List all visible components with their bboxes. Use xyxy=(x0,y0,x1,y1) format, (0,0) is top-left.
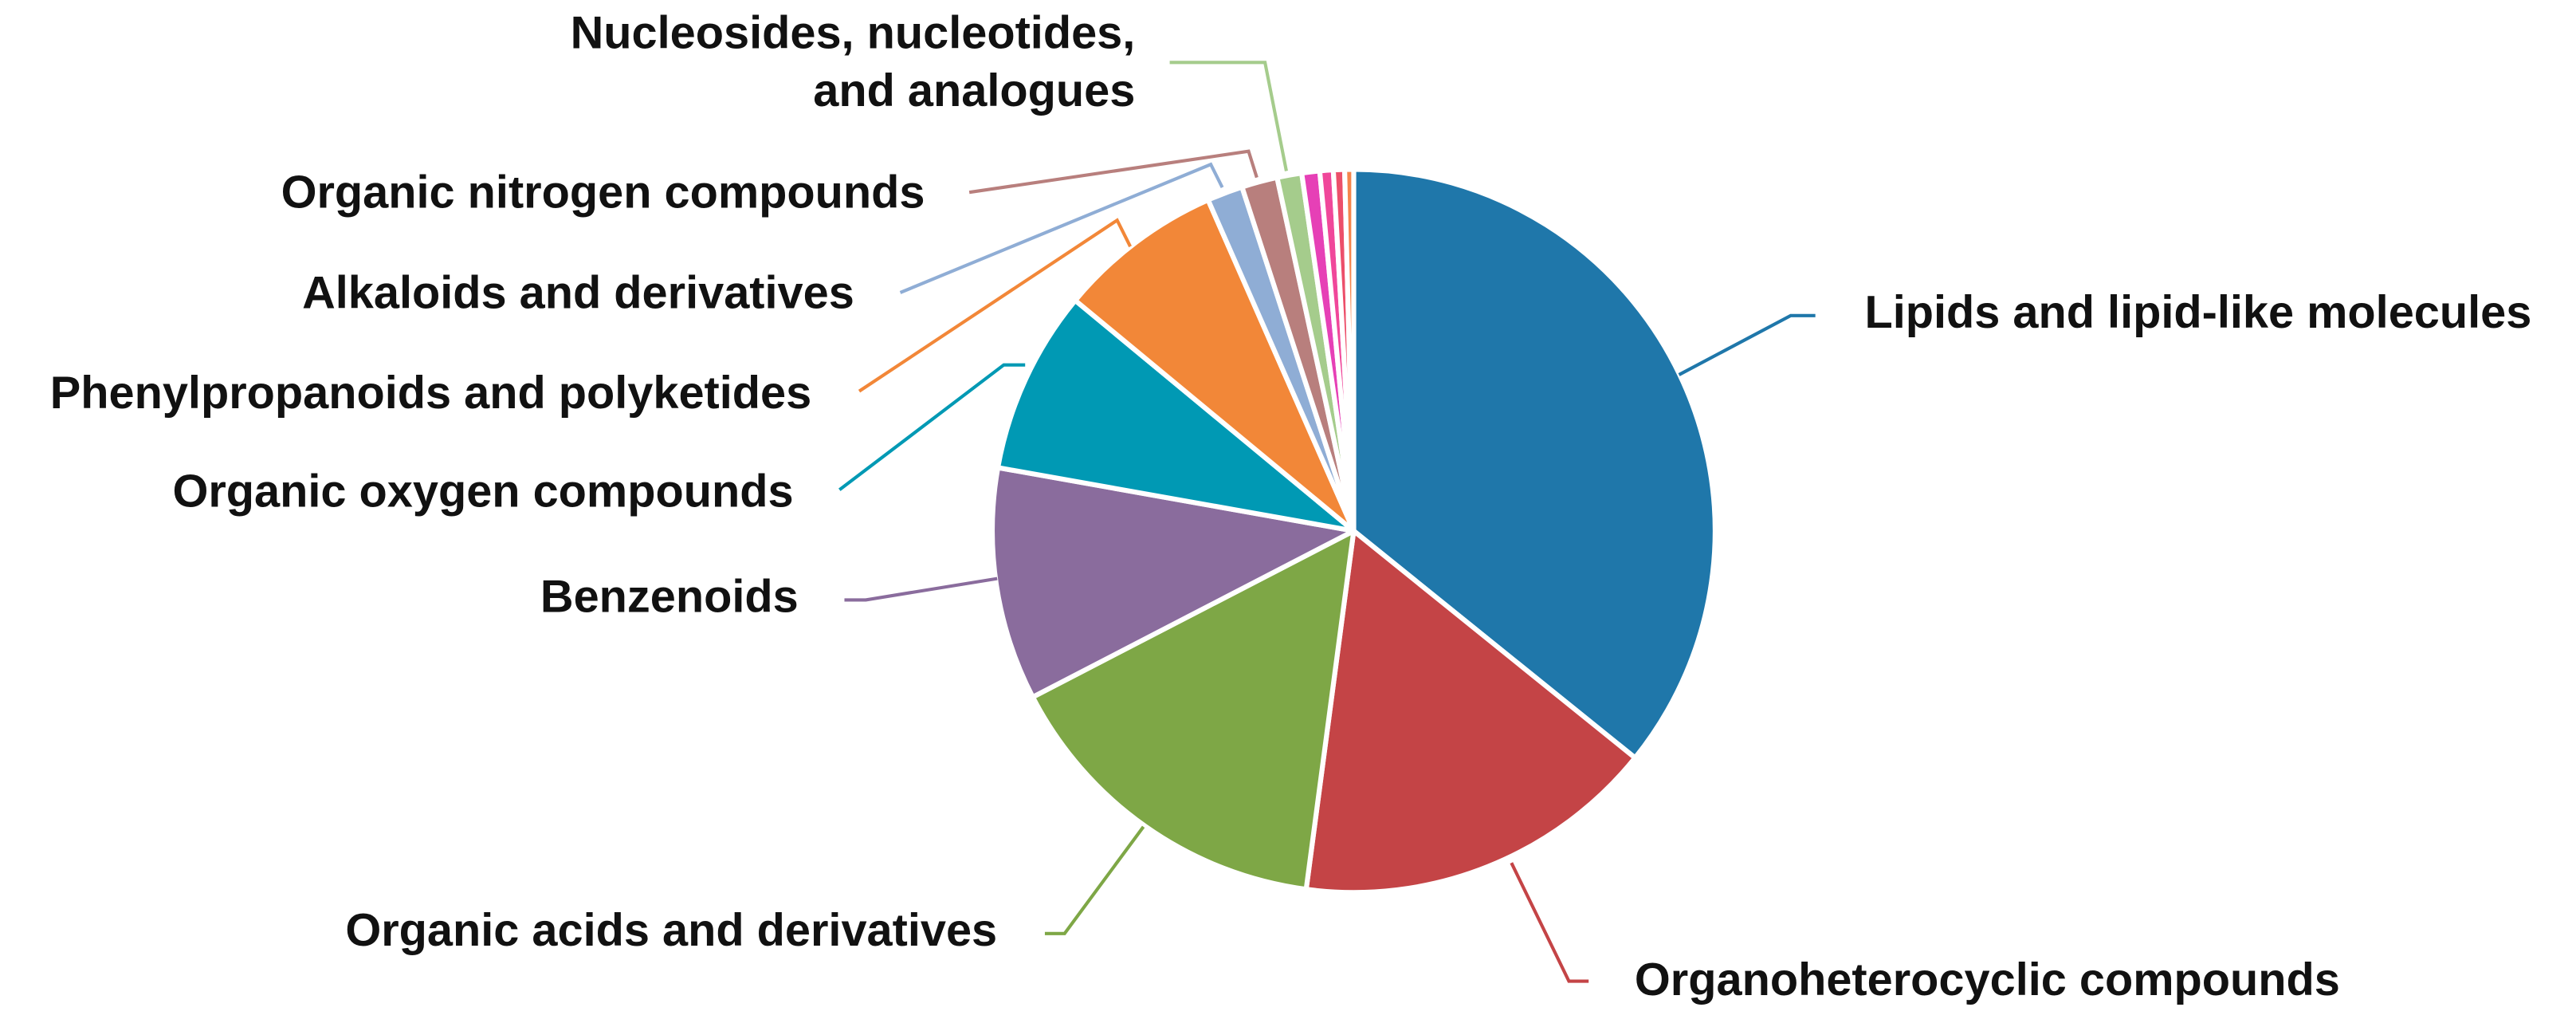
leader-line xyxy=(1169,61,1288,171)
pie-slice xyxy=(995,297,1357,533)
leader-line xyxy=(844,576,998,602)
pie-slice xyxy=(989,465,1357,700)
slice-label: Lipids and lipid-like molecules xyxy=(1864,287,2531,338)
slice-label: Alkaloids and derivatives xyxy=(302,267,854,318)
pie-slice xyxy=(1303,528,1638,895)
pie-slice xyxy=(1341,167,1357,533)
slice-label: Organic oxygen compounds xyxy=(172,466,793,517)
slice-label: Organic acids and derivatives xyxy=(345,905,997,956)
leader-line xyxy=(899,162,1224,294)
leader-line xyxy=(968,149,1259,195)
slice-label: Phenylpropanoids and polyketides xyxy=(50,368,811,419)
leader-line xyxy=(858,218,1132,393)
slice-label: and analogues xyxy=(813,65,1135,116)
leader-line xyxy=(1678,313,1816,376)
slice-label: Nucleosides, nucleotides, xyxy=(571,8,1136,59)
pie-slice xyxy=(1072,197,1357,533)
leader-line xyxy=(1510,862,1589,983)
slice-label: Organoheterocyclic compounds xyxy=(1635,954,2340,1005)
leader-line xyxy=(838,363,1026,491)
slice-label: Organic nitrogen compounds xyxy=(281,167,925,218)
slice-label: Benzenoids xyxy=(540,572,799,623)
pie-slice xyxy=(1030,528,1357,892)
leader-line xyxy=(1044,825,1145,935)
